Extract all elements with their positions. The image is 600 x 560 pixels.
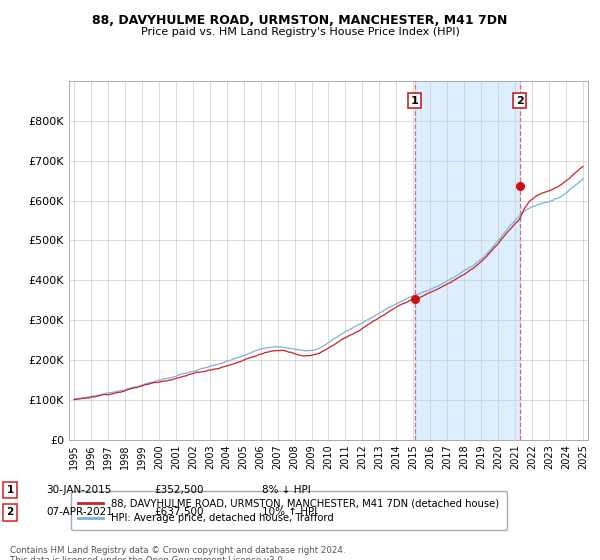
Text: Price paid vs. HM Land Registry's House Price Index (HPI): Price paid vs. HM Land Registry's House …	[140, 27, 460, 37]
Text: £352,500: £352,500	[154, 485, 204, 495]
Text: 07-APR-2021: 07-APR-2021	[46, 507, 113, 517]
Text: 30-JAN-2015: 30-JAN-2015	[46, 485, 112, 495]
Text: £637,500: £637,500	[154, 507, 204, 517]
Bar	[415, 81, 520, 440]
Legend: 88, DAVYHULME ROAD, URMSTON, MANCHESTER, M41 7DN (detached house), HPI: Average : 88, DAVYHULME ROAD, URMSTON, MANCHESTER,…	[71, 491, 506, 530]
Text: 1: 1	[7, 485, 14, 495]
Text: 10% ↑ HPI: 10% ↑ HPI	[262, 507, 317, 517]
Text: 2: 2	[516, 96, 524, 105]
Text: 8% ↓ HPI: 8% ↓ HPI	[262, 485, 311, 495]
Text: 2: 2	[7, 507, 14, 517]
Text: 88, DAVYHULME ROAD, URMSTON, MANCHESTER, M41 7DN: 88, DAVYHULME ROAD, URMSTON, MANCHESTER,…	[92, 14, 508, 27]
Text: Contains HM Land Registry data © Crown copyright and database right 2024.
This d: Contains HM Land Registry data © Crown c…	[10, 546, 346, 560]
Text: 1: 1	[411, 96, 419, 105]
